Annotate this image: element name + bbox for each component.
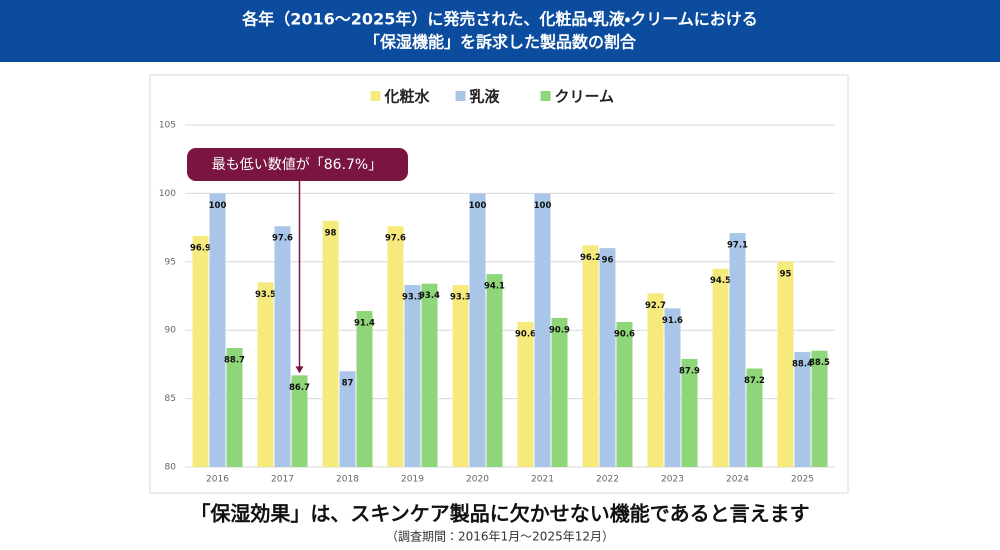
annotation-text: 最も低い数値が「86.7%」	[212, 157, 382, 173]
value-label: 97.6	[272, 234, 293, 244]
value-label: 88.4	[792, 360, 813, 370]
value-label: 93.3	[450, 293, 471, 303]
bar	[226, 347, 243, 467]
y-tick-label: 85	[165, 394, 176, 404]
bar	[534, 193, 551, 467]
bar	[192, 235, 209, 467]
x-tick-label: 2019	[401, 475, 424, 485]
legend-swatch	[540, 91, 551, 101]
value-label: 97.1	[727, 241, 748, 251]
x-tick-label: 2020	[466, 475, 489, 485]
bar	[811, 350, 828, 467]
value-label: 96	[602, 256, 614, 266]
bar	[274, 226, 291, 467]
value-label: 88.5	[809, 358, 830, 368]
bar	[729, 233, 746, 467]
value-label: 100	[469, 201, 487, 211]
value-label: 96.9	[190, 243, 211, 253]
y-tick-label: 105	[159, 121, 176, 131]
value-label: 95	[780, 269, 792, 279]
bar	[517, 321, 534, 467]
note: （調査期間：2016年1月～2025年12月）	[386, 530, 614, 544]
bar	[551, 317, 568, 467]
bar	[486, 274, 503, 467]
y-tick-label: 80	[165, 463, 177, 473]
bar	[647, 293, 664, 467]
x-tick-label: 2024	[726, 475, 749, 485]
header-band	[0, 0, 1000, 62]
bar	[616, 321, 633, 467]
value-label: 87.2	[744, 376, 765, 386]
bar	[664, 308, 681, 467]
legend-label: クリーム	[555, 88, 615, 106]
value-label: 93.3	[402, 293, 423, 303]
y-tick-label: 95	[165, 257, 176, 267]
bar	[599, 248, 616, 467]
value-label: 87	[342, 379, 354, 389]
value-label: 97.6	[385, 234, 406, 244]
bar	[421, 283, 438, 467]
value-label: 91.6	[662, 316, 683, 326]
bar	[404, 285, 421, 467]
bar	[209, 193, 226, 467]
plot: 80 85 90 95 100 105 化粧水 乳液 クリーム 2016 96.9 100 88.7 20…	[159, 88, 835, 485]
bar	[339, 371, 356, 467]
header-title: 各年（2016～2025年）に発売された、化粧品・乳液・クリームにおける	[241, 10, 757, 29]
bar	[746, 368, 763, 467]
annotation-arrowhead	[295, 366, 304, 374]
bar	[356, 311, 373, 467]
value-label: 90.6	[614, 329, 635, 339]
x-tick-label: 2023	[661, 475, 684, 485]
bar	[291, 375, 308, 467]
conclusion: 「保湿効果」は、スキンケア製品に欠かせない機能であると言えます	[190, 502, 809, 526]
y-tick-label: 100	[159, 189, 176, 199]
annotation-box	[187, 148, 408, 181]
bar	[322, 220, 339, 467]
value-label: 88.7	[224, 355, 245, 365]
bar	[794, 352, 811, 467]
value-label: 91.4	[354, 319, 375, 329]
value-label: 94.5	[710, 276, 731, 286]
value-label: 90.9	[549, 325, 570, 335]
bar	[469, 193, 486, 467]
x-tick-label: 2017	[271, 475, 294, 485]
value-label: 92.7	[645, 301, 666, 311]
legend-swatch	[455, 91, 466, 101]
x-tick-label: 2021	[531, 475, 554, 485]
bar	[257, 282, 274, 467]
value-label: 90.6	[515, 329, 536, 339]
value-label: 96.2	[580, 253, 601, 263]
x-tick-label: 2025	[791, 475, 814, 485]
bar	[712, 268, 729, 467]
legend-label: 乳液	[470, 88, 501, 106]
value-label: 93.4	[419, 291, 440, 301]
legend-swatch	[370, 91, 381, 101]
bar	[387, 226, 404, 467]
bar	[681, 358, 698, 467]
value-label: 87.9	[679, 366, 700, 376]
value-label: 98	[325, 228, 337, 238]
legend-label: 化粧水	[384, 88, 431, 106]
value-label: 94.1	[484, 282, 505, 292]
y-tick-label: 90	[165, 326, 177, 336]
x-tick-label: 2018	[336, 475, 359, 485]
x-tick-label: 2022	[596, 475, 619, 485]
header-title: 「保湿機能」を訴求した製品数の割合	[364, 33, 637, 52]
value-label: 100	[209, 201, 227, 211]
bar	[777, 261, 794, 467]
bar	[582, 245, 599, 467]
x-tick-label: 2016	[206, 475, 229, 485]
value-label: 86.7	[289, 383, 310, 393]
bar	[452, 285, 469, 467]
value-label: 100	[534, 201, 552, 211]
value-label: 93.5	[255, 290, 276, 300]
